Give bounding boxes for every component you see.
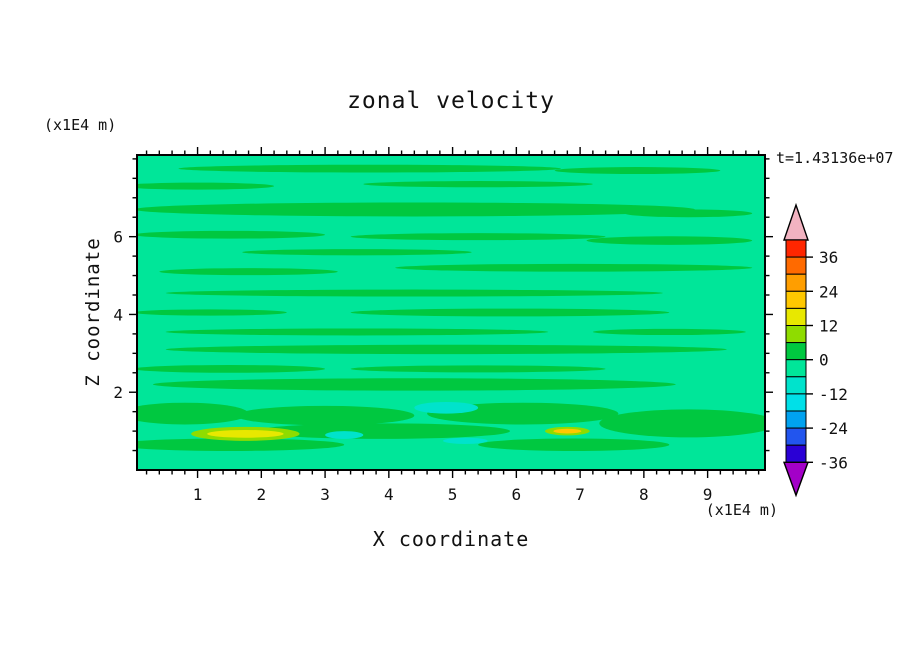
y-tick-label: 4	[113, 305, 123, 324]
x-axis-units: (x1E4 m)	[705, 501, 778, 519]
contour-blob	[395, 263, 753, 272]
colorbar-segment	[785, 427, 807, 446]
contour-blob	[137, 438, 345, 451]
contour-blob	[137, 365, 326, 373]
contour-blob	[443, 437, 488, 444]
contour-blob	[242, 249, 472, 256]
colorbar-segment	[785, 290, 807, 309]
colorbar-segment	[785, 376, 807, 395]
colorbar-segment	[785, 256, 807, 275]
contour-blob	[478, 438, 670, 451]
colorbar-tick-label: -24	[819, 419, 848, 438]
contour-blob	[553, 428, 582, 434]
x-tick-label: 3	[320, 485, 330, 503]
colorbar-segment	[785, 239, 807, 258]
time-annotation: t=1.43136e+07	[776, 149, 894, 167]
colorbar-segment	[785, 444, 807, 463]
contour-blob	[325, 431, 364, 439]
contour-blob	[554, 167, 721, 175]
contour-blob	[137, 309, 287, 316]
contour-blob	[624, 209, 753, 218]
contour-blob	[178, 164, 561, 173]
chart-title: zonal velocity	[347, 88, 555, 114]
colorbar: 36 24 12 0 -12 -24 -36	[783, 202, 848, 498]
x-tick-label: 4	[384, 485, 394, 503]
x-axis-label: X coordinate	[372, 527, 530, 551]
contour-blob	[254, 423, 510, 439]
contour-blob	[137, 402, 249, 425]
contour-blob	[207, 429, 284, 438]
contour-blob	[137, 230, 326, 239]
y-tick-label: 2	[113, 383, 123, 402]
contour-blob	[137, 202, 695, 217]
colorbar-segment	[785, 359, 807, 378]
colorbar-tick-label: -36	[819, 453, 848, 472]
contour-blob	[586, 236, 753, 245]
contour-blob	[159, 268, 338, 276]
colorbar-tick-label: 36	[819, 248, 838, 267]
axis-ticks	[129, 147, 773, 478]
colorbar-over-arrow	[783, 202, 809, 241]
colorbar-tick-label: 24	[819, 282, 838, 301]
y-axis-units: (x1E4 m)	[44, 116, 117, 134]
colorbar-tick-label: -12	[819, 385, 848, 404]
contour-blob	[235, 405, 415, 426]
contour-blob	[152, 378, 676, 391]
contour-blob	[363, 181, 593, 188]
contour-blob	[350, 308, 670, 317]
x-tick-label: 6	[512, 485, 522, 503]
x-tick-label: 5	[448, 485, 458, 503]
x-tick-label: 7	[575, 485, 585, 503]
x-tick-label: 2	[257, 485, 267, 503]
contour-field	[137, 155, 765, 470]
contour-blob	[137, 182, 275, 190]
contour-blob	[165, 289, 663, 297]
colorbar-under-arrow	[783, 461, 809, 498]
contour-plot: 1 2 3 4 5 6 7 8 9 2 4 6	[113, 147, 773, 503]
colorbar-segment	[785, 307, 807, 327]
contour-blob	[350, 233, 606, 241]
plot-frame	[136, 154, 766, 471]
y-tick-label: 6	[113, 228, 123, 247]
x-tick-label: 8	[639, 485, 649, 503]
contour-blob	[350, 365, 606, 373]
contour-blob	[599, 409, 765, 438]
colorbar-tick-label: 12	[819, 317, 838, 336]
contour-blob	[414, 401, 479, 414]
contour-blob	[592, 328, 746, 336]
x-tick-label: 1	[193, 485, 203, 503]
colorbar-segment	[785, 273, 807, 292]
contour-blob	[165, 344, 727, 355]
colorbar-tick-label: 0	[819, 351, 829, 370]
colorbar-segment	[785, 342, 807, 361]
x-tick-label: 9	[703, 485, 713, 503]
colorbar-segment	[785, 393, 807, 412]
contour-blob	[165, 328, 549, 336]
colorbar-segment	[785, 325, 807, 344]
colorbar-segment	[785, 410, 807, 429]
